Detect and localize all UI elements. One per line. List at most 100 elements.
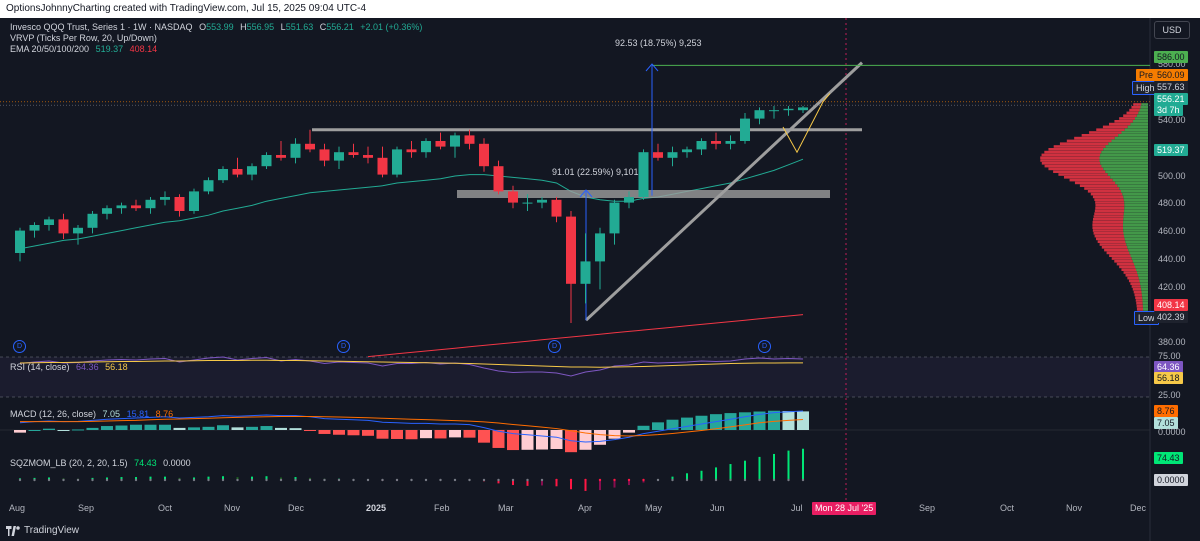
ohlc-high-label: H [240, 22, 247, 32]
sqz-dot [149, 478, 152, 482]
candle-body [435, 141, 446, 147]
macd-histogram-bar [652, 422, 664, 430]
macd-histogram-bar [376, 430, 389, 439]
macd-histogram-bar [217, 425, 229, 430]
volume-profile-bar-up [1130, 122, 1148, 126]
symbol-legend[interactable]: Invesco QQQ Trust, Series 1 · 1W · NASDA… [10, 22, 426, 32]
macd-label[interactable]: MACD (12, 26, close) [10, 409, 97, 419]
candle-body [102, 208, 112, 214]
tradingview-brand: TradingView [24, 525, 80, 536]
currency-button[interactable]: USD [1154, 21, 1190, 39]
rsi-axis-top: 75.00 [1158, 351, 1181, 361]
tradingview-footer[interactable]: TradingView [6, 525, 79, 536]
macd-histogram-bar [231, 427, 244, 430]
rsi-ma-line [19, 359, 804, 368]
candle-body [769, 110, 779, 112]
macd-histogram-bar [478, 430, 490, 443]
rsi-label[interactable]: RSI (14, close) [10, 362, 70, 372]
volume-profile-bar-up [1142, 304, 1148, 308]
ohlc-close: 556.21 [326, 22, 354, 32]
chart-header: OptionsJohnnyCharting created with Tradi… [0, 0, 1200, 18]
volume-profile-bar-down [1133, 103, 1142, 106]
sqz-dot [366, 478, 370, 482]
vrvp-label[interactable]: VRVP (Ticks Per Row, 20, Up/Down) [10, 33, 157, 43]
rsi-legend[interactable]: RSI (14, close) 64.36 56.18 [10, 362, 132, 372]
macd-histogram-bar [405, 430, 418, 440]
sqz-dot [120, 478, 123, 482]
volume-profile-bar-up [1123, 229, 1148, 232]
macd-legend[interactable]: MACD (12, 26, close) 7.05 15.81 8.76 [10, 409, 177, 419]
sqz-label[interactable]: SQZMOM_LB (20, 2, 20, 1.5) [10, 458, 128, 468]
price-tick: 460.00 [1158, 226, 1186, 236]
chart-area[interactable]: Invesco QQQ Trust, Series 1 · 1W · NASDA… [0, 18, 1200, 541]
macd-signal-tag: 8.76 [1154, 405, 1178, 417]
macd-histogram-bar [536, 430, 548, 450]
sqz-dot [468, 478, 471, 482]
volume-profile-bar-down [1092, 229, 1124, 232]
macd-histogram-bar [594, 430, 606, 445]
ema-legend[interactable]: EMA 20/50/100/200 519.37 408.14 [10, 44, 161, 54]
vrvp-legend[interactable]: VRVP (Ticks Per Row, 20, Up/Down) [10, 33, 161, 43]
measure-label-lower[interactable]: 91.01 (22.59%) 9,101 [552, 167, 639, 177]
measure-label-upper[interactable]: 92.53 (18.75%) 9,253 [615, 38, 702, 48]
volume-profile-bar-up [1142, 296, 1148, 299]
ema-value-1: 519.37 [95, 44, 124, 54]
volume-profile-bar-down [1102, 125, 1128, 129]
dividend-marker[interactable]: D [548, 340, 561, 353]
sqz-zero-tag: 0.0000 [1154, 474, 1188, 486]
sqz-bar [497, 480, 500, 484]
candle-body [247, 166, 257, 175]
sqz-dot [439, 478, 442, 482]
cursor-date-label: Mon 28 Jul '25 [812, 502, 877, 515]
macd-histogram-bar [753, 411, 766, 430]
macd-signal-line [20, 415, 804, 437]
volume-profile-bar-down [1136, 304, 1143, 308]
sqz-tag: 74.43 [1154, 452, 1183, 464]
volume-profile-bar-down [1134, 293, 1142, 297]
dividend-marker[interactable]: D [13, 340, 26, 353]
month-label: Nov [224, 503, 241, 513]
macd-line-value: 15.81 [126, 409, 150, 419]
macd-histogram-bar [28, 430, 41, 431]
sqz-value: 74.43 [134, 458, 157, 468]
macd-histogram-bar [173, 427, 186, 430]
volume-profile-bar-up [1141, 293, 1148, 297]
volume-profile-bar-down [1132, 288, 1142, 291]
sqz-bar [120, 477, 123, 480]
candle-body [15, 230, 25, 253]
volume-profile-bar-down [1094, 212, 1124, 215]
sqz-dot [497, 478, 500, 482]
month-label: 2025 [366, 503, 387, 513]
volume-profile-bar-down [1131, 106, 1141, 109]
volume-profile-bar-down [1092, 220, 1124, 224]
macd-histogram-bar [304, 430, 316, 431]
volume-profile-bar-down [1106, 251, 1130, 255]
volume-profile-bar-up [1127, 125, 1148, 129]
volume-profile-bar-down [1101, 246, 1128, 249]
sqz-dot [410, 478, 413, 482]
candle-body [783, 108, 794, 111]
candle-body [609, 202, 620, 234]
volume-profile-bar-up [1123, 212, 1148, 215]
volume-profile-bar-up [1123, 218, 1148, 221]
volume-profile-bar-down [1114, 120, 1133, 123]
time-axis[interactable]: Aug Sep Oct Nov Dec 2025 Feb Mar Apr May… [0, 503, 1150, 517]
macd-histogram-bar [724, 413, 737, 430]
volume-profile-bar-up [1124, 209, 1148, 213]
candle-body [638, 152, 649, 197]
ema-label[interactable]: EMA 20/50/100/200 [10, 44, 90, 54]
volume-profile-bar-down [1058, 173, 1108, 176]
dividend-marker[interactable]: D [758, 340, 771, 353]
chart-canvas[interactable] [0, 18, 1200, 541]
sqz-dot [192, 478, 196, 482]
dividend-marker[interactable]: D [337, 340, 350, 353]
sqz-dot [758, 478, 761, 482]
low-tag: Low [1134, 311, 1159, 325]
sqz-legend[interactable]: SQZMOM_LB (20, 2, 20, 1.5) 74.43 0.0000 [10, 458, 195, 468]
price-tick: 380.00 [1158, 337, 1186, 347]
candle-body [450, 135, 460, 147]
sqz-bar [729, 464, 732, 480]
symbol-name[interactable]: Invesco QQQ Trust, Series 1 · 1W · NASDA… [10, 22, 193, 32]
volume-profile-bar-down [1084, 187, 1120, 190]
macd-line [19, 410, 804, 443]
